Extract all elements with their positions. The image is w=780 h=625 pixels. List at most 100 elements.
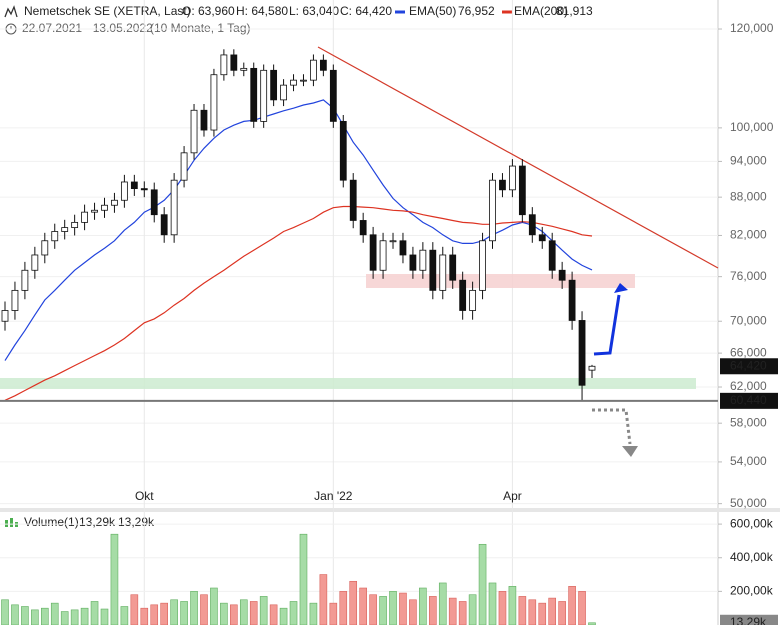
candle-body [409, 254, 417, 271]
volume-bar [319, 574, 328, 625]
volume-bar [120, 606, 129, 625]
y-tick-label: 82,000 [730, 228, 767, 242]
y-tick-label: 58,000 [730, 415, 767, 429]
volume-value: 13,29k [79, 515, 116, 529]
candle-body [329, 69, 337, 122]
y-tick-label: 76,000 [730, 269, 767, 283]
volume-bar [419, 587, 427, 625]
price-marker-label: 64,420 [730, 358, 767, 372]
volume-bar [200, 594, 208, 625]
y-tick-label: 94,000 [730, 154, 767, 168]
price-marker-box [720, 392, 778, 409]
y-tick-label: 70,000 [730, 313, 767, 327]
volume-bar [339, 591, 348, 625]
volume-bar [478, 543, 487, 625]
candle-body [270, 69, 278, 101]
candle-body [190, 109, 198, 154]
y-tick-label: 88,000 [730, 189, 767, 203]
candle-body [91, 209, 98, 213]
candle-body [61, 227, 69, 232]
ema50-value: 76,952 [458, 4, 495, 18]
instrument-name: Nemetschek SE (XETRA, Last) [24, 4, 191, 18]
y-tick-label: 600,00k [730, 516, 774, 530]
volume-bar [239, 599, 248, 625]
low-label: L: 63,040 [289, 4, 339, 18]
candle-body [240, 67, 248, 71]
blue-arrow-head [614, 283, 628, 293]
candle-body [369, 234, 377, 271]
high-label: H: 64,580 [236, 4, 288, 18]
volume-bar [180, 601, 188, 625]
volume-bar [11, 604, 19, 625]
volume-bar [289, 601, 298, 625]
candle-body [389, 240, 397, 243]
volume-last-box [720, 614, 778, 625]
ema200-name: EMA(200) [514, 4, 568, 18]
volume-bar [299, 533, 308, 625]
price-marker-label: 60,440 [730, 393, 767, 407]
volume-bar [269, 604, 278, 625]
candle-body [548, 240, 556, 271]
candle-body [220, 54, 228, 76]
candle-body [41, 240, 49, 256]
candle-body [71, 221, 79, 228]
volume-value-2: 13,29k [118, 515, 155, 529]
candle-body [31, 254, 39, 271]
volume-bar [1, 599, 9, 625]
candle-body [170, 179, 178, 236]
y-tick-label: 200,00k [730, 584, 774, 598]
volume-bar [578, 591, 586, 625]
candle-body [349, 179, 357, 221]
ema50-name: EMA(50) [409, 4, 456, 18]
candle-body [120, 181, 128, 201]
candle-body [319, 59, 327, 71]
candle-body [469, 289, 477, 311]
volume-bar [90, 601, 99, 625]
volume-bar [279, 607, 288, 625]
candle-body [459, 279, 467, 311]
candle-body [130, 181, 138, 190]
open-label: O: 63,960 [182, 4, 235, 18]
volume-bar [528, 599, 537, 625]
volume-bar [50, 602, 59, 625]
volume-bar [518, 596, 527, 625]
volume-bar [448, 597, 457, 625]
candle-body [489, 179, 496, 242]
candle-body [528, 214, 536, 236]
candle-body [300, 79, 307, 82]
volume-bar [259, 596, 268, 625]
volume-bar [429, 596, 437, 625]
panel-separator [0, 508, 780, 512]
candle-body [210, 74, 218, 131]
candle-body [200, 109, 208, 131]
candle-body [150, 189, 158, 216]
volume-name: Volume(1) [24, 515, 79, 529]
candle-body [568, 279, 576, 321]
candle-body [339, 121, 347, 181]
x-tick-label: Okt [135, 489, 154, 503]
candle-body [260, 69, 268, 122]
candle-body [160, 214, 168, 236]
x-tick-label: Apr [503, 489, 522, 503]
candle-body [1, 310, 9, 322]
candle-body [230, 54, 238, 71]
volume-bar [110, 533, 119, 625]
y-tick-label: 50,000 [730, 496, 767, 510]
volume-last-label: 13,29k [730, 615, 767, 625]
volume-bar [170, 599, 178, 625]
support-zone [0, 378, 696, 389]
volume-bar [389, 591, 397, 625]
price-marker-box [720, 358, 778, 375]
trend-line [317, 46, 719, 269]
x-tick-label: Jan '22 [314, 489, 353, 503]
volume-bar [40, 607, 49, 625]
header: Nemetschek SE (XETRA, Last) O: 63,960 H:… [4, 4, 593, 35]
candle-body [509, 165, 516, 191]
volume-bar [210, 587, 218, 625]
volume-bar [349, 580, 358, 625]
volume-header: Volume(1) 13,29k 13,29k [5, 515, 155, 529]
volume-bar [538, 602, 547, 625]
candle-body [111, 199, 118, 206]
